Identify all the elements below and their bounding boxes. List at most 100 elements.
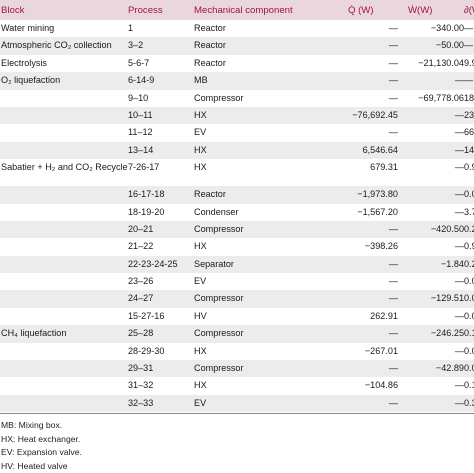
footnote: MB: Mixing box. (1, 420, 63, 431)
footnote: EV: Expansion valve. (1, 447, 82, 458)
cell-mechanical-component: Reactor (194, 57, 226, 68)
cell-mechanical-component: Compressor (194, 363, 244, 374)
cell-process: 5-6-7 (128, 57, 150, 68)
cell-ratio: — (464, 40, 474, 51)
cell-heat: −76,692.45 (352, 109, 398, 120)
table-row: 24–27 Compressor — −129.510.06 (0, 290, 474, 308)
cell-mechanical-component: EV (194, 397, 207, 408)
table-row: 28-29-30 HX −267.01 —0.01 (0, 343, 474, 360)
cell-mechanical-component: Compressor (194, 92, 244, 103)
cell-ratio: — (464, 23, 474, 33)
table-row: O₂ liquefaction 6-14-9 MB — — — (0, 72, 474, 90)
table-row: Water mining 1 Reactor — −340.00— (0, 20, 474, 37)
cell-process: 1 (128, 23, 134, 33)
cell-mechanical-component: Compressor (194, 328, 244, 339)
cell-mechanical-component: HV (194, 310, 207, 321)
table-header: Block Process Mechanical component Q̇ (W… (0, 0, 474, 20)
cell-process: 13–14 (128, 144, 154, 155)
cell-heat: — (388, 75, 398, 86)
cell-heat: −1,973.80 (357, 189, 398, 200)
cell-process: 3–2 (128, 40, 144, 51)
cell-ratio: 3.73 (464, 206, 474, 217)
cell-heat: — (388, 127, 398, 138)
header-process: Process (128, 4, 163, 16)
cell-ratio: 0.06 (464, 310, 474, 321)
cell-heat: −398.26 (364, 241, 398, 252)
cell-mechanical-component: HX (194, 345, 207, 356)
cell-ratio: 0.06 (464, 293, 474, 304)
cell-ratio: 18.43 (464, 92, 474, 103)
cell-mechanical-component: HX (194, 241, 207, 252)
cell-ratio: 0.11 (464, 328, 474, 339)
cell-work: −246.25 (430, 328, 464, 339)
cell-block: Sabatier + H₂ and CO₂ Recycle (1, 162, 128, 173)
cell-heat: — (388, 23, 398, 33)
cell-ratio: 0.34 (464, 397, 474, 408)
table-row: Electrolysis 5-6-7 Reactor — −21,130.049.92 (0, 55, 474, 72)
cell-heat: — (388, 363, 398, 374)
cell-heat: — (388, 293, 398, 304)
cell-block: Water mining (1, 23, 55, 33)
cell-heat: 6,546.64 (362, 144, 398, 155)
cell-ratio: 0.92 (464, 241, 474, 252)
cell-heat: — (388, 92, 398, 103)
header-work: Ẇ(W) (408, 4, 433, 16)
cell-heat: — (388, 258, 398, 269)
cell-work: — (454, 109, 464, 120)
cell-work: — (454, 276, 464, 287)
cell-ratio: 0.00 (464, 189, 474, 200)
cell-mechanical-component: EV (194, 276, 207, 287)
cell-ratio: 14.52 (464, 144, 474, 155)
cell-process: 18-19-20 (128, 206, 165, 217)
cell-mechanical-component: HX (194, 144, 207, 155)
cell-heat: — (388, 57, 398, 68)
cell-process: 32–33 (128, 397, 154, 408)
cell-mechanical-component: HX (194, 380, 207, 391)
cell-mechanical-component: HX (194, 109, 207, 120)
table-row: 31–32 HX −104.86 —0.15 (0, 377, 474, 394)
cell-ratio: 9.92 (464, 57, 474, 68)
cell-process: 16-17-18 (128, 189, 165, 200)
cell-ratio: 0.25 (464, 258, 474, 269)
cell-work: — (454, 380, 464, 391)
footnote: HX: Heat exchanger. (1, 433, 81, 444)
cell-heat: 262.91 (370, 310, 398, 321)
cell-block: Electrolysis (1, 57, 47, 68)
cell-mechanical-component: Reactor (194, 23, 226, 33)
cell-heat: −267.01 (364, 345, 398, 356)
cell-process: 28-29-30 (128, 345, 165, 356)
cell-heat: — (388, 328, 398, 339)
cell-process: 23–26 (128, 276, 154, 287)
cell-heat: 679.31 (370, 162, 398, 173)
cell-ratio: 0.01 (464, 345, 474, 356)
cell-block: O₂ liquefaction (1, 75, 61, 86)
cell-work: −340.00 (430, 23, 464, 33)
cell-work: −50.00 (435, 40, 464, 51)
cell-process: 24–27 (128, 293, 154, 304)
cell-ratio: 0.04 (464, 363, 474, 374)
header-ratio: ∂(W/X) (464, 4, 474, 16)
cell-process: 7-26-17 (128, 162, 160, 173)
cell-mechanical-component: Compressor (194, 293, 244, 304)
cell-work: — (454, 397, 464, 408)
header-mechanical-component: Mechanical component (194, 4, 293, 16)
cell-ratio: 66.49 (464, 127, 474, 138)
table-body: Water mining 1 Reactor — −340.00— Atmospheric… (0, 20, 474, 413)
cell-process: 25–28 (128, 328, 154, 339)
cell-work: — (454, 127, 464, 138)
cell-work: — (454, 144, 464, 155)
cell-ratio: 231.38 (464, 109, 474, 120)
table-footnotes: MB: Mixing box. HX: Heat exchanger. EV: Ex… (1, 419, 82, 473)
cell-mechanical-component: MB (194, 75, 208, 86)
cell-work: — (454, 241, 464, 252)
cell-work: −21,130.04 (418, 57, 464, 68)
header-block: Block (1, 4, 25, 16)
cell-work: −420.50 (430, 223, 464, 234)
cell-heat: — (388, 223, 398, 234)
table-bottom-rule (0, 413, 474, 415)
cell-process: 6-14-9 (128, 75, 155, 86)
table-row: 22-23-24-25 Separator — −1.840.25 (0, 255, 474, 274)
